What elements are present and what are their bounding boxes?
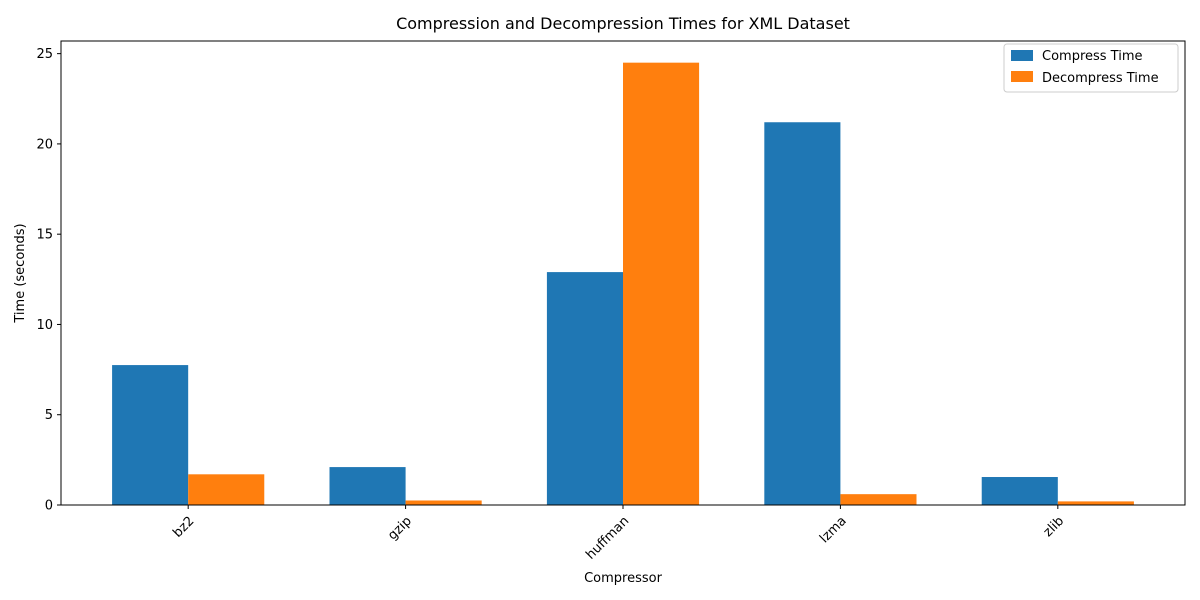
y-ticks: 0 5 10 15 20 25: [36, 47, 61, 514]
x-tick-label-bz2: bz2: [170, 514, 197, 541]
x-tick-label-lzma: lzma: [817, 514, 850, 547]
y-tick-label: 15: [36, 228, 53, 243]
legend-label-decompress: Decompress Time: [1042, 71, 1159, 86]
y-axis-label: Time (seconds): [13, 223, 28, 323]
x-ticks: bz2 gzip huffman lzma zlib: [170, 505, 1067, 563]
bar-decompress-bz2: [188, 474, 265, 505]
bar-compress-zlib: [981, 477, 1058, 505]
bar-decompress-huffman: [623, 62, 700, 505]
y-tick-label: 10: [36, 318, 53, 333]
chart-title: Compression and Decompression Times for …: [396, 14, 850, 33]
x-axis-label: Compressor: [584, 571, 663, 586]
x-tick-label-gzip: gzip: [385, 514, 415, 544]
legend-box: [1003, 43, 1179, 93]
bar-compress-lzma: [764, 122, 841, 506]
x-tick-label-huffman: huffman: [583, 514, 632, 563]
legend: Compress Time Decompress Time: [1003, 43, 1179, 93]
bar-compress-gzip: [329, 467, 406, 505]
bar-compress-bz2: [112, 365, 189, 505]
legend-swatch-compress: [1011, 50, 1033, 61]
bar-decompress-zlib: [1057, 501, 1134, 505]
x-tick-label-zlib: zlib: [1041, 514, 1067, 540]
bars-group: [112, 62, 1134, 506]
legend-swatch-decompress: [1011, 71, 1033, 82]
plot-frame: [60, 40, 1186, 506]
legend-label-compress: Compress Time: [1042, 49, 1143, 64]
y-tick-label: 25: [36, 47, 53, 62]
bar-decompress-lzma: [840, 494, 917, 505]
y-tick-label: 20: [36, 137, 53, 152]
y-tick-label: 0: [45, 499, 53, 514]
y-tick-label: 5: [45, 408, 53, 423]
bar-decompress-gzip: [405, 500, 482, 505]
bar-compress-huffman: [546, 272, 623, 505]
